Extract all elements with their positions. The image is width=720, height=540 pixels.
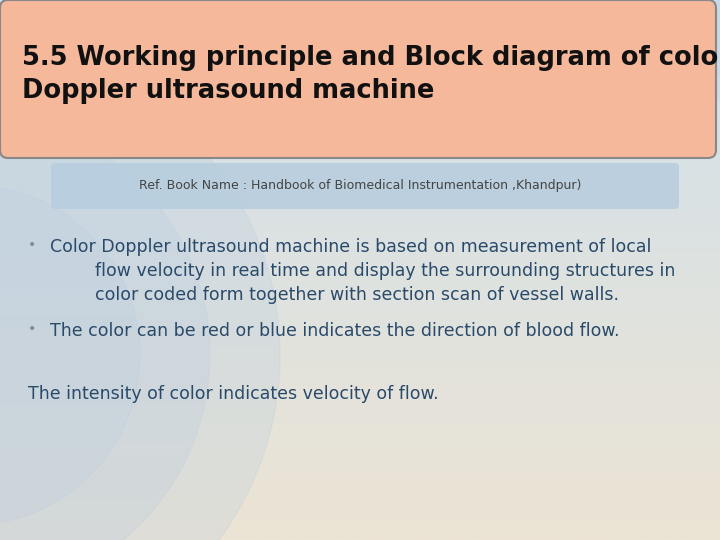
Circle shape [0,115,210,540]
Text: Doppler ultrasound machine: Doppler ultrasound machine [22,78,434,104]
Circle shape [0,185,140,525]
Text: 5.5 Working principle and Block diagram of color: 5.5 Working principle and Block diagram … [22,45,720,71]
Circle shape [640,0,720,100]
FancyBboxPatch shape [51,163,679,209]
Text: •: • [28,238,36,252]
Text: Ref. Book Name : Handbook of Biomedical Instrumentation ,Khandpur): Ref. Book Name : Handbook of Biomedical … [139,179,581,192]
FancyBboxPatch shape [0,0,716,158]
Text: •: • [28,322,36,336]
Text: The intensity of color indicates velocity of flow.: The intensity of color indicates velocit… [28,385,438,403]
Circle shape [665,0,720,75]
Circle shape [0,45,280,540]
Text: Color Doppler ultrasound machine is based on measurement of local: Color Doppler ultrasound machine is base… [50,238,652,256]
Text: flow velocity in real time and display the surrounding structures in: flow velocity in real time and display t… [95,262,675,280]
Text: color coded form together with section scan of vessel walls.: color coded form together with section s… [95,286,619,304]
Text: The color can be red or blue indicates the direction of blood flow.: The color can be red or blue indicates t… [50,322,619,340]
